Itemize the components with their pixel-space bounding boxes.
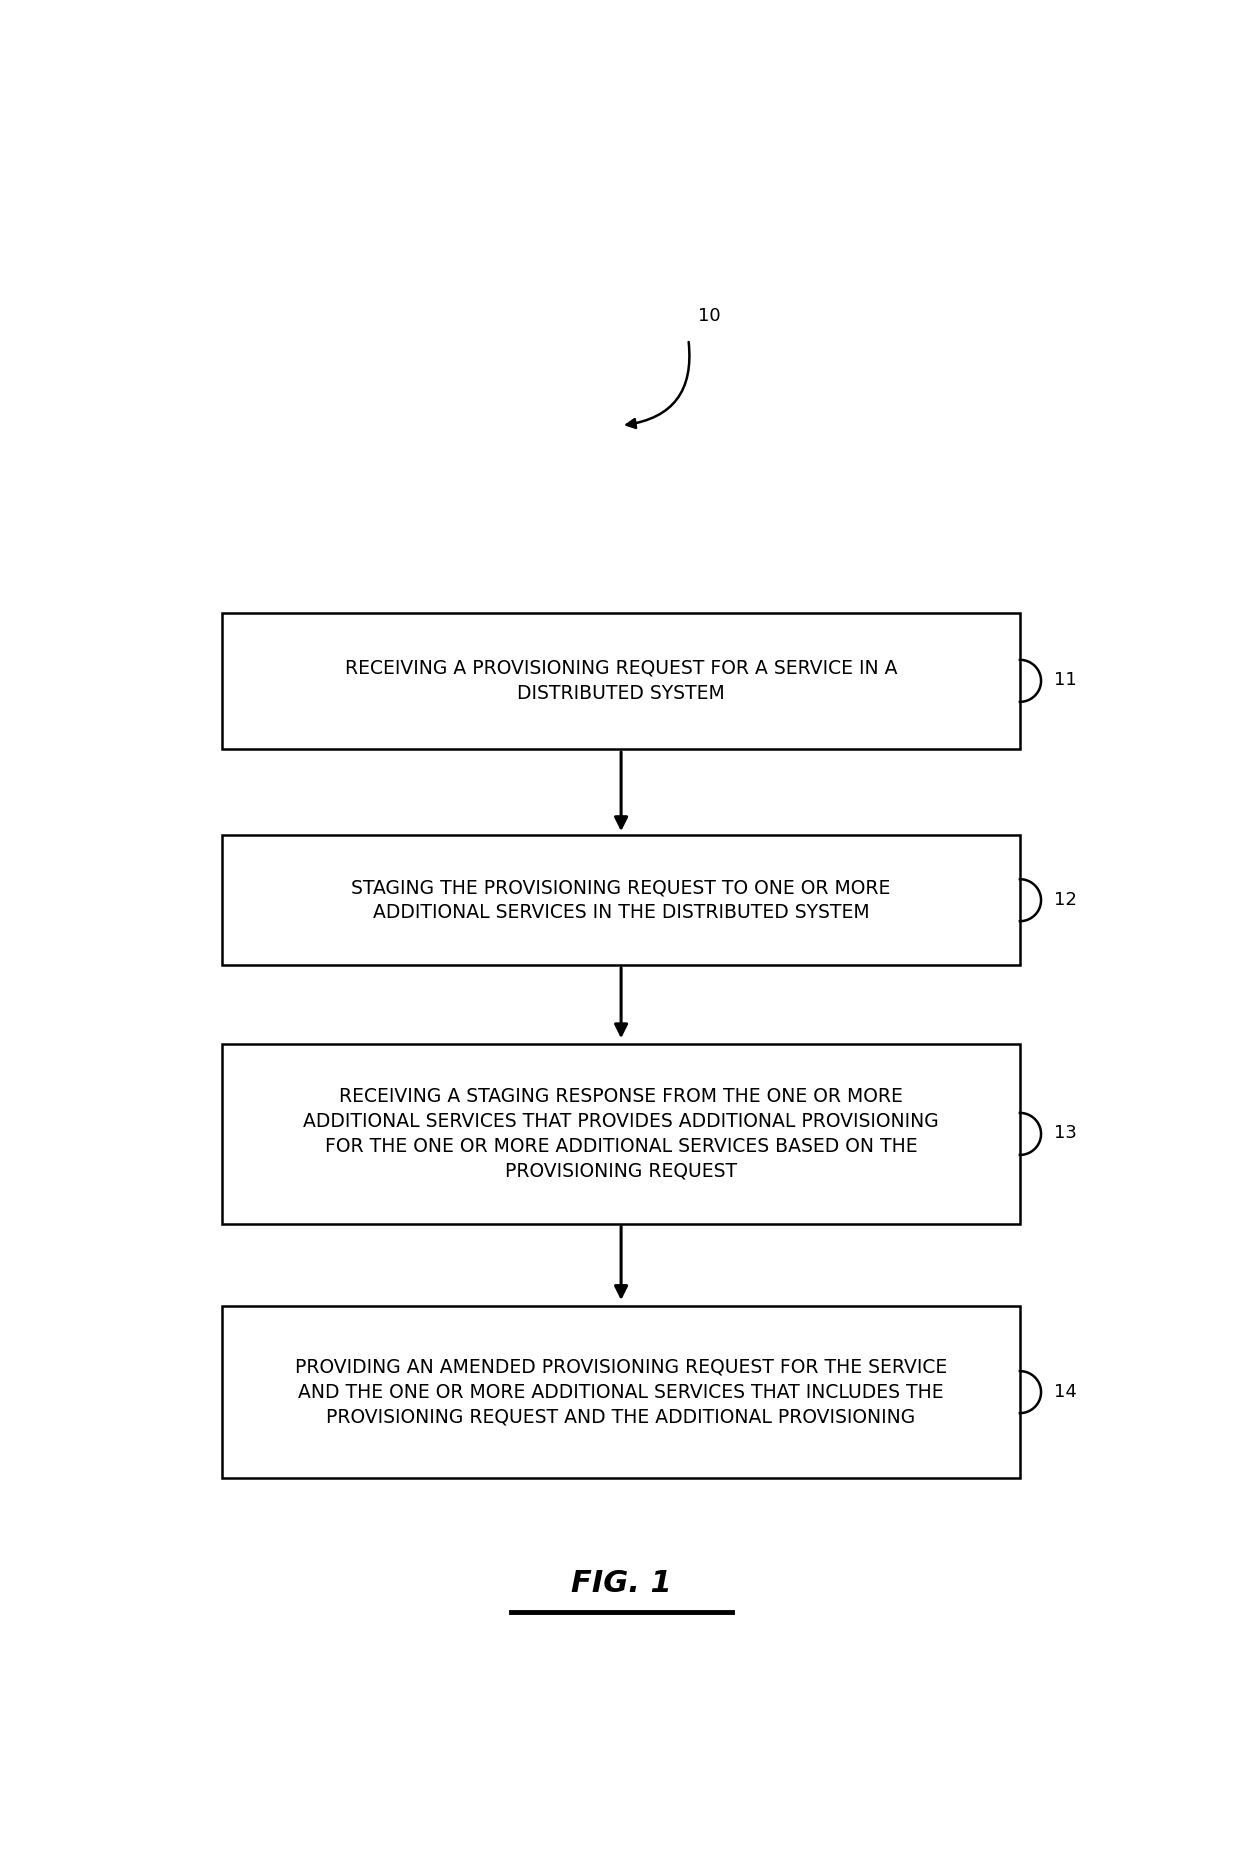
Text: FIG. 1: FIG. 1 <box>570 1569 672 1597</box>
Text: 13: 13 <box>1054 1125 1076 1141</box>
Text: PROVIDING AN AMENDED PROVISIONING REQUEST FOR THE SERVICE
AND THE ONE OR MORE AD: PROVIDING AN AMENDED PROVISIONING REQUES… <box>295 1358 947 1427</box>
Text: 11: 11 <box>1054 671 1076 689</box>
Bar <box>222 613 1019 749</box>
Text: 14: 14 <box>1054 1382 1076 1401</box>
Bar <box>222 835 1019 966</box>
Bar <box>222 1306 1019 1478</box>
Text: 12: 12 <box>1054 891 1076 910</box>
Text: RECEIVING A PROVISIONING REQUEST FOR A SERVICE IN A
DISTRIBUTED SYSTEM: RECEIVING A PROVISIONING REQUEST FOR A S… <box>345 659 898 702</box>
Text: 10: 10 <box>698 306 720 325</box>
Text: STAGING THE PROVISIONING REQUEST TO ONE OR MORE
ADDITIONAL SERVICES IN THE DISTR: STAGING THE PROVISIONING REQUEST TO ONE … <box>351 878 890 923</box>
Bar <box>222 1044 1019 1224</box>
Text: RECEIVING A STAGING RESPONSE FROM THE ONE OR MORE
ADDITIONAL SERVICES THAT PROVI: RECEIVING A STAGING RESPONSE FROM THE ON… <box>304 1087 939 1181</box>
